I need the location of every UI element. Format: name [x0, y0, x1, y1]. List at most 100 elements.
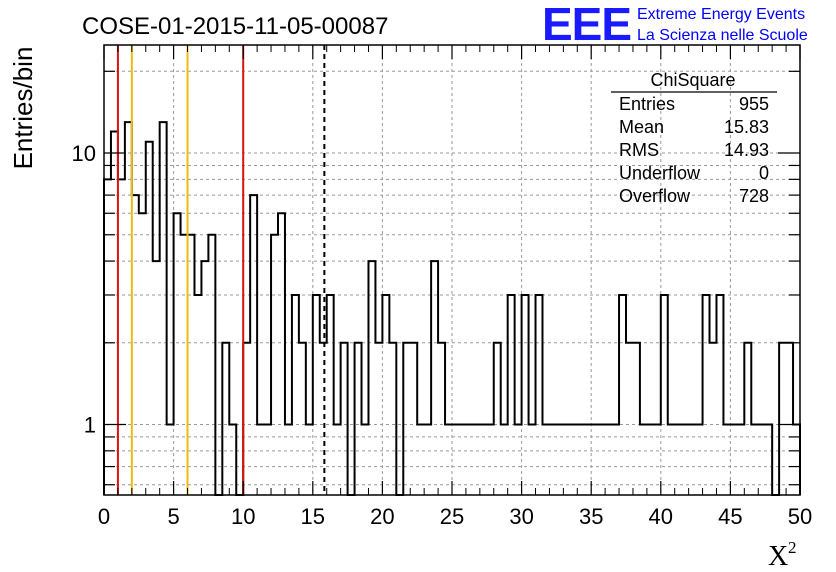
- stats-row-value: 15.83: [724, 117, 769, 137]
- histogram-bin: [612, 425, 619, 495]
- histogram-bin: [466, 425, 473, 495]
- histogram-bin: [779, 343, 786, 495]
- x-tick-label: 40: [649, 504, 673, 529]
- histogram-bin: [703, 295, 710, 495]
- histogram-bin: [417, 425, 424, 495]
- logo-line-1: Extreme Energy Events: [637, 6, 805, 23]
- logo-line-2: La Scienza nelle Scuole: [637, 27, 808, 44]
- histogram-bin: [403, 343, 410, 495]
- histogram-bin: [647, 425, 654, 495]
- histogram-bin: [438, 343, 445, 495]
- y-axis-label: Entries/bin: [8, 47, 38, 170]
- histogram-bin: [654, 425, 661, 495]
- histogram-bin: [591, 425, 598, 495]
- x-tick-label: 45: [718, 504, 742, 529]
- histogram-bin: [160, 122, 167, 495]
- histogram-bin: [334, 425, 341, 495]
- histogram-bin: [536, 295, 543, 495]
- y-tick-label: 1: [84, 413, 96, 438]
- reference-lines-layer: [116, 45, 326, 495]
- histogram-bin: [501, 425, 508, 495]
- histogram-bin: [549, 425, 556, 495]
- histogram-bin: [661, 295, 668, 495]
- histogram-bin: [188, 235, 195, 495]
- stats-row-label: Entries: [619, 94, 675, 114]
- x-axis-label-sup: 2: [788, 538, 797, 557]
- histogram-bin: [570, 425, 577, 495]
- histogram-bin: [243, 343, 250, 495]
- histogram-bin: [104, 179, 111, 495]
- axes-layer: 0 5 10 15 20 25 30 35 40 45 50 1 10: [72, 44, 812, 529]
- histogram-bin: [118, 179, 125, 495]
- x-tick-label: 10: [231, 504, 255, 529]
- histogram-bin: [111, 132, 118, 495]
- histogram-bin: [327, 295, 334, 495]
- histogram-bin: [445, 425, 452, 495]
- histogram-bin: [542, 425, 549, 495]
- stats-box: ChiSquare Entries 955 Mean 15.83 RMS 14.93 Und…: [611, 70, 777, 206]
- stats-row: Overflow 728: [619, 186, 769, 206]
- histogram-bin: [515, 425, 522, 495]
- histogram-bin: [744, 343, 751, 495]
- histogram-bin: [668, 425, 675, 495]
- stats-row: RMS 14.93: [619, 140, 769, 160]
- eee-logo: EEE Extreme Energy Events La Scienza nel…: [542, 0, 808, 50]
- x-tick-label: 35: [579, 504, 603, 529]
- histogram-bin: [299, 343, 306, 495]
- histogram-bin: [125, 122, 132, 495]
- x-tick-label: 0: [98, 504, 110, 529]
- x-tick-label: 50: [788, 504, 812, 529]
- histogram-bin: [689, 425, 696, 495]
- histogram-bin: [508, 295, 515, 495]
- histogram-bin: [355, 343, 362, 495]
- histogram-bin: [431, 261, 438, 495]
- histogram-bin: [626, 343, 633, 495]
- logo-mark: EEE: [542, 0, 631, 50]
- x-tick-label: 25: [440, 504, 464, 529]
- histogram-outline: [103, 121, 801, 496]
- histogram-bin: [410, 343, 417, 495]
- stats-row-label: Overflow: [619, 186, 691, 206]
- histogram-bin: [522, 295, 529, 495]
- stats-row: Underflow 0: [619, 163, 769, 183]
- histogram-bin: [153, 261, 160, 495]
- histogram-bin: [584, 425, 591, 495]
- histogram-bin: [737, 425, 744, 495]
- stats-row-value: 0: [759, 163, 769, 183]
- stats-row-value: 955: [739, 94, 769, 114]
- histogram-bin: [459, 425, 466, 495]
- histogram-bin: [320, 343, 327, 495]
- histogram-bin: [174, 213, 181, 495]
- histogram-bin: [278, 213, 285, 495]
- histogram-bin: [264, 425, 271, 495]
- x-tick-label: 15: [301, 504, 325, 529]
- histogram-bin: [480, 425, 487, 495]
- histogram-bin: [786, 343, 793, 495]
- histogram-bin: [751, 425, 758, 495]
- histogram-bin: [563, 425, 570, 495]
- histogram-bin: [229, 425, 236, 495]
- x-tick-label: 30: [509, 504, 533, 529]
- stats-row: Mean 15.83: [619, 117, 769, 137]
- histogram-bin: [598, 425, 605, 495]
- histogram-bin: [208, 235, 215, 495]
- stats-row-value: 728: [739, 186, 769, 206]
- histogram-bin: [306, 425, 313, 495]
- histogram-bin: [758, 425, 765, 495]
- histogram-bin: [222, 343, 229, 495]
- histogram-bin: [362, 425, 369, 495]
- stats-rows: Entries 955 Mean 15.83 RMS 14.93 Underflow 0 Ove…: [619, 94, 769, 206]
- x-tick-label: 20: [370, 504, 394, 529]
- stats-row-value: 14.93: [724, 140, 769, 160]
- histogram-bin: [368, 261, 375, 495]
- histogram-bin: [640, 425, 647, 495]
- histogram-bin: [682, 425, 689, 495]
- stats-row: Entries 955: [619, 94, 769, 114]
- histogram-bin: [292, 295, 299, 495]
- histogram-bin: [473, 425, 480, 495]
- histogram-bin: [181, 235, 188, 495]
- histogram-bin: [341, 343, 348, 495]
- histogram-bin: [556, 425, 563, 495]
- histogram-bin: [487, 425, 494, 495]
